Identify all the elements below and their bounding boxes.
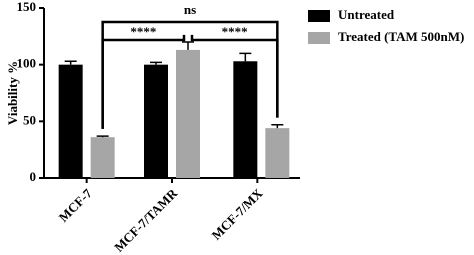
error-bar (64, 60, 77, 65)
error-bar (239, 52, 252, 62)
bracket (190, 34, 279, 118)
legend-swatch (308, 32, 330, 44)
bracket (101, 34, 186, 129)
error-bar (271, 123, 284, 129)
y-tick-label: 50 (23, 112, 36, 127)
annotation: ns (184, 2, 196, 17)
y-tick-label: 100 (17, 56, 37, 71)
bar (90, 137, 115, 178)
y-tick-label: 150 (17, 0, 37, 14)
bar (58, 64, 83, 178)
error-bar (150, 61, 162, 65)
legend-label: Untreated (338, 7, 395, 22)
legend-swatch (308, 10, 330, 22)
x-tick-label: MCF-7 (56, 185, 96, 225)
bar (144, 64, 168, 178)
x-tick-label: MCF-7/TAMR (111, 185, 181, 255)
bar (176, 49, 200, 178)
y-tick-label: 0 (30, 169, 37, 184)
legend-label: Treated (TAM 500nM) (338, 29, 464, 44)
annotation: **** (130, 24, 156, 39)
y-axis-label: Viability % (5, 61, 20, 125)
error-bar (182, 41, 194, 50)
x-tick-label: MCF-7/MX (208, 185, 265, 242)
bar (233, 61, 258, 179)
annotation: **** (222, 24, 248, 39)
bar (265, 128, 290, 178)
error-bar (96, 135, 109, 138)
